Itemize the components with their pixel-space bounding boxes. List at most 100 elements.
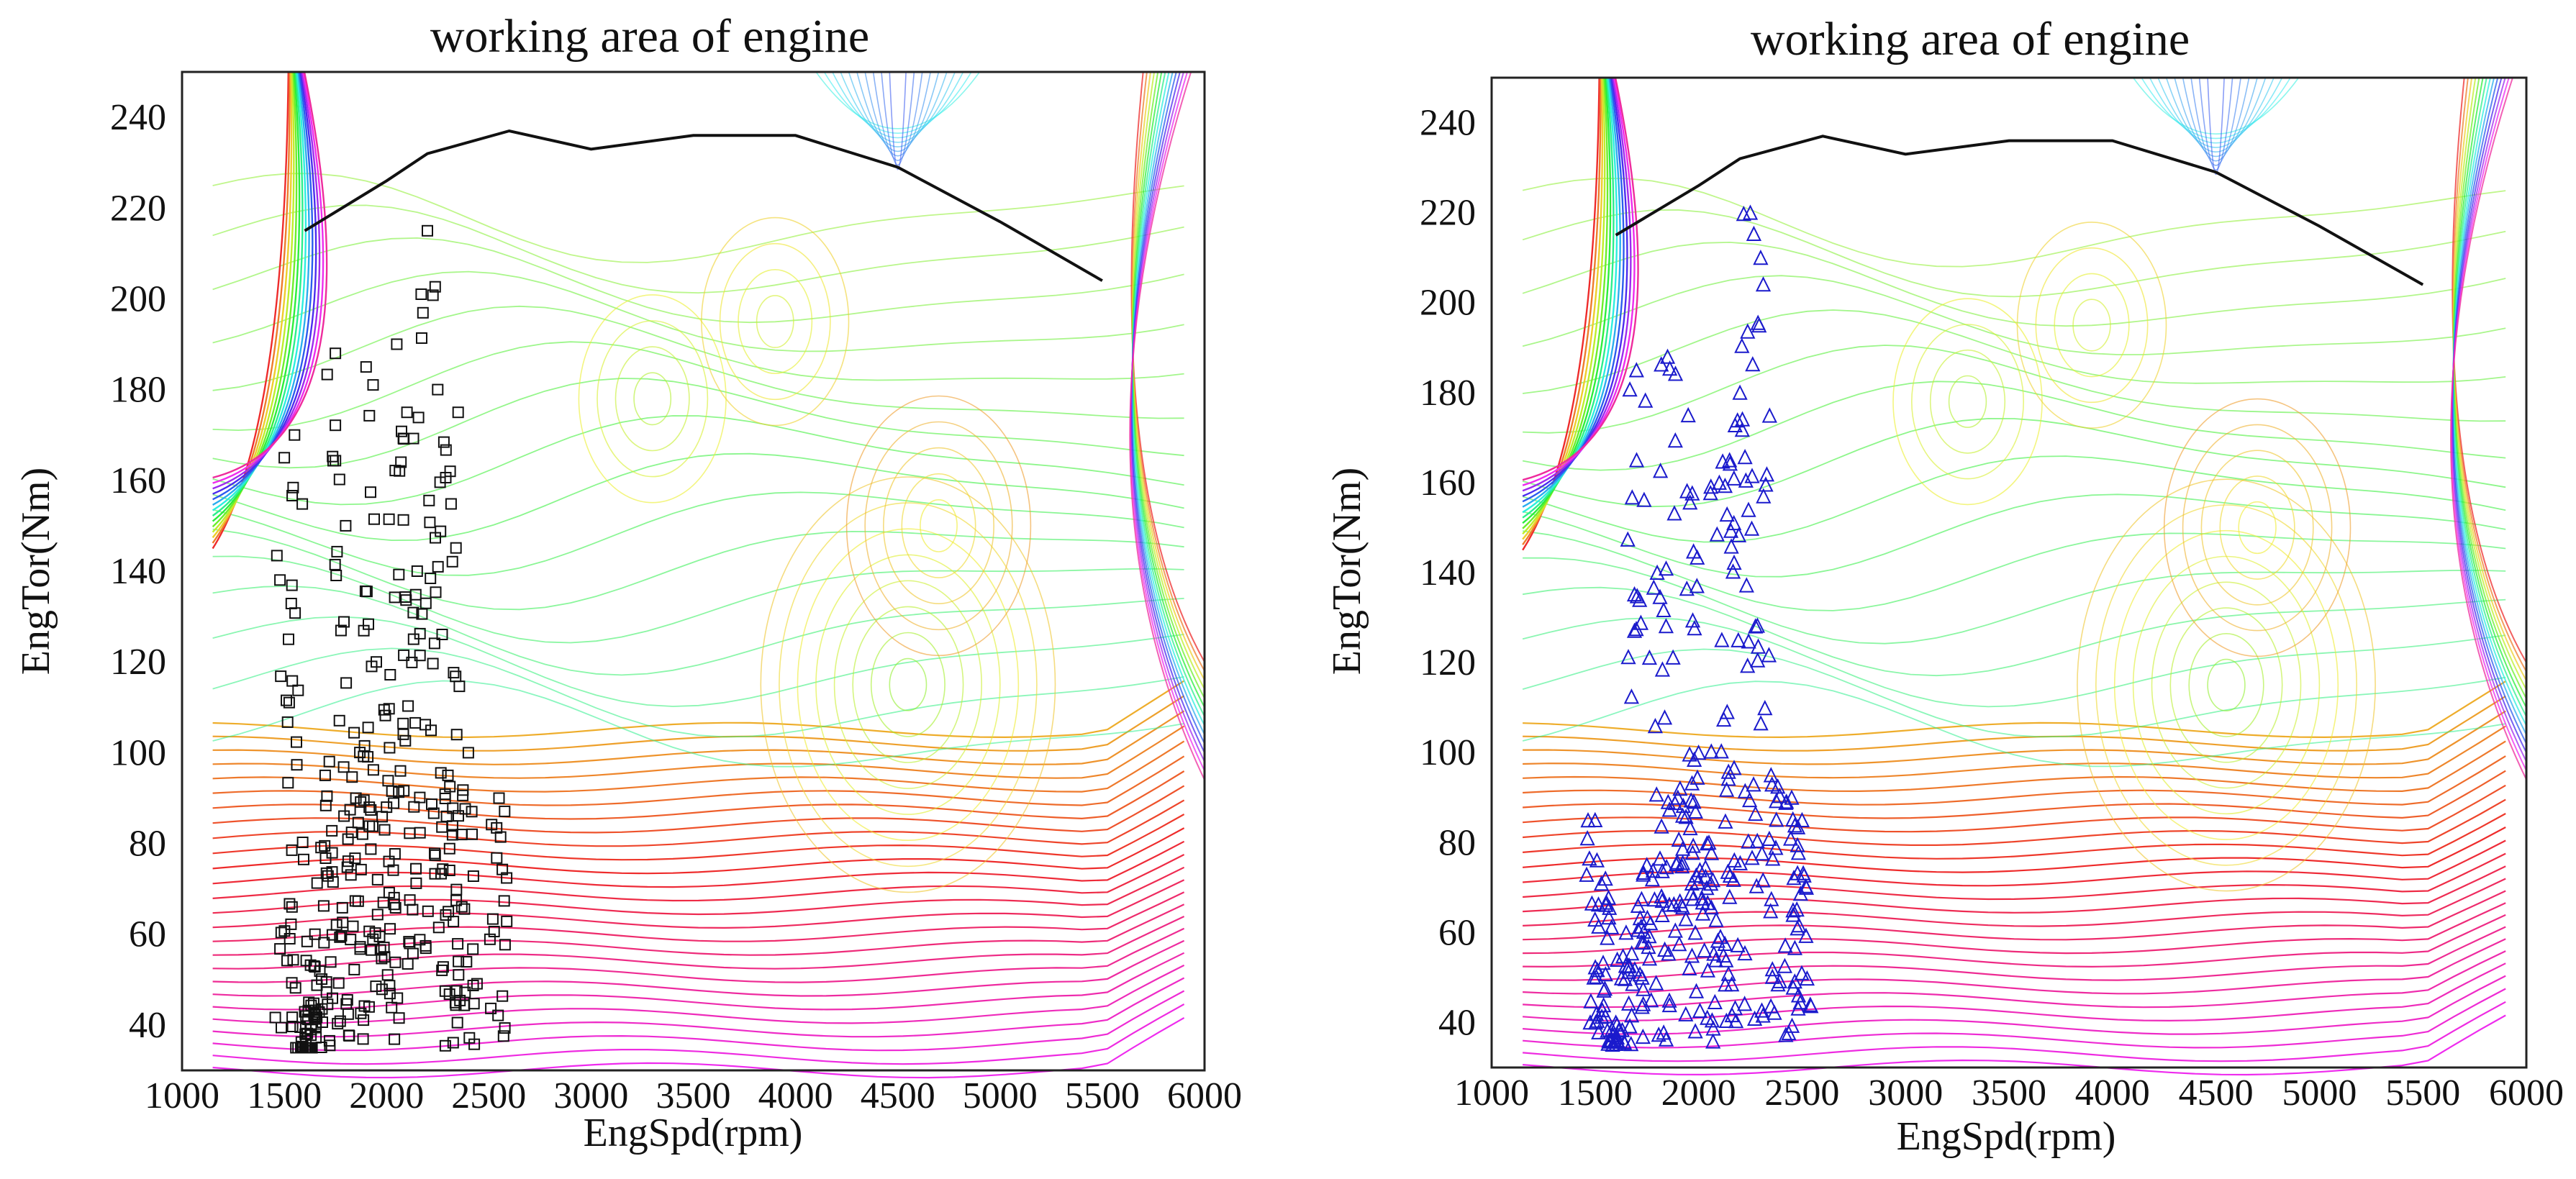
contour-line bbox=[1523, 914, 2506, 968]
data-point bbox=[1579, 829, 1595, 846]
data-point bbox=[345, 827, 358, 839]
plot-frame bbox=[181, 70, 1206, 1072]
contour-island bbox=[701, 217, 850, 427]
data-point bbox=[1636, 923, 1652, 939]
contour-line bbox=[1523, 784, 2506, 833]
data-point bbox=[1588, 968, 1605, 984]
data-point bbox=[388, 797, 400, 809]
data-point bbox=[318, 937, 330, 949]
data-point bbox=[349, 852, 361, 865]
contour-line bbox=[212, 378, 1184, 469]
contour-line bbox=[212, 879, 1185, 929]
data-point bbox=[1718, 813, 1733, 829]
data-point bbox=[1682, 960, 1697, 975]
contour-line bbox=[2450, 77, 2527, 780]
contour-line bbox=[1522, 455, 2506, 543]
data-point bbox=[1713, 929, 1728, 944]
data-point bbox=[1595, 955, 1611, 970]
y-tick-label: 60 bbox=[129, 914, 166, 955]
contour-line bbox=[1131, 71, 1205, 680]
data-point bbox=[1602, 1033, 1618, 1049]
data-point bbox=[1659, 858, 1674, 875]
contour-island bbox=[889, 657, 928, 711]
data-point bbox=[398, 649, 410, 661]
data-point bbox=[281, 716, 294, 728]
data-point bbox=[296, 498, 309, 510]
data-point bbox=[331, 545, 343, 557]
data-point bbox=[1764, 961, 1780, 977]
data-point bbox=[1778, 794, 1794, 810]
efficiency-contour-map bbox=[212, 71, 1205, 1079]
data-point bbox=[445, 498, 457, 510]
data-point bbox=[275, 670, 287, 683]
data-point bbox=[1652, 850, 1668, 866]
data-point bbox=[324, 1039, 336, 1052]
contour-island bbox=[833, 580, 982, 789]
data-point bbox=[362, 721, 374, 734]
data-point bbox=[1661, 896, 1677, 912]
data-point bbox=[501, 915, 513, 927]
data-point bbox=[1658, 618, 1674, 634]
contour-line bbox=[212, 854, 1185, 902]
data-point bbox=[1661, 992, 1677, 1008]
contour-line bbox=[212, 740, 1185, 793]
data-point bbox=[1595, 996, 1612, 1013]
y-tick-label: 80 bbox=[1438, 822, 1476, 863]
contour-line bbox=[212, 827, 1185, 875]
chart-panel-right: working area of engine 1000 1500 2000 2500 3… bbox=[1325, 13, 2564, 1159]
y-tick-label: 240 bbox=[110, 97, 166, 138]
contour-line bbox=[212, 799, 1185, 847]
contour-line bbox=[1132, 71, 1205, 690]
data-point bbox=[1624, 944, 1640, 961]
data-point bbox=[1602, 899, 1618, 915]
data-point bbox=[340, 519, 352, 532]
contour-line bbox=[212, 528, 1184, 611]
data-point bbox=[369, 927, 381, 939]
data-point bbox=[1720, 965, 1736, 981]
data-point bbox=[1683, 885, 1700, 901]
data-point bbox=[289, 607, 301, 619]
data-point bbox=[1615, 948, 1631, 964]
data-point bbox=[407, 903, 419, 916]
x-tick-label: 6000 bbox=[2489, 1073, 2564, 1114]
contour-island bbox=[2035, 247, 2149, 404]
x-tick-label: 1000 bbox=[1454, 1073, 1529, 1114]
contour-line bbox=[212, 71, 298, 528]
y-tick-label: 120 bbox=[1420, 642, 1476, 683]
data-point bbox=[426, 798, 437, 810]
data-point bbox=[1730, 937, 1746, 952]
data-point bbox=[1633, 614, 1649, 630]
contour-line bbox=[2198, 77, 2233, 170]
data-point bbox=[344, 804, 356, 816]
data-point bbox=[1685, 891, 1701, 906]
data-point bbox=[1705, 1020, 1721, 1036]
max-torque-line bbox=[304, 129, 1103, 282]
data-point bbox=[1687, 924, 1703, 940]
data-point bbox=[1689, 578, 1705, 593]
contour-line bbox=[2182, 77, 2250, 162]
data-point bbox=[1656, 601, 1672, 617]
data-point bbox=[494, 831, 507, 843]
contour-line bbox=[1522, 209, 2506, 298]
contour-line bbox=[212, 71, 317, 495]
data-point bbox=[1690, 769, 1705, 785]
data-point bbox=[329, 558, 341, 570]
data-point bbox=[414, 827, 426, 839]
data-point bbox=[1609, 951, 1625, 967]
data-point bbox=[1734, 337, 1750, 353]
data-point bbox=[282, 777, 294, 789]
data-point bbox=[338, 810, 350, 822]
data-point bbox=[1605, 1036, 1620, 1052]
data-point bbox=[1687, 619, 1702, 636]
data-point bbox=[1610, 1021, 1627, 1038]
data-point bbox=[1748, 805, 1764, 821]
contour-line bbox=[1129, 71, 1205, 780]
data-point bbox=[1786, 870, 1802, 886]
data-point bbox=[357, 1033, 369, 1045]
contour-line bbox=[2452, 77, 2527, 699]
data-point bbox=[409, 716, 422, 729]
data-point bbox=[1659, 348, 1676, 364]
data-point bbox=[422, 224, 433, 237]
data-point bbox=[325, 956, 337, 968]
data-point bbox=[437, 436, 450, 448]
